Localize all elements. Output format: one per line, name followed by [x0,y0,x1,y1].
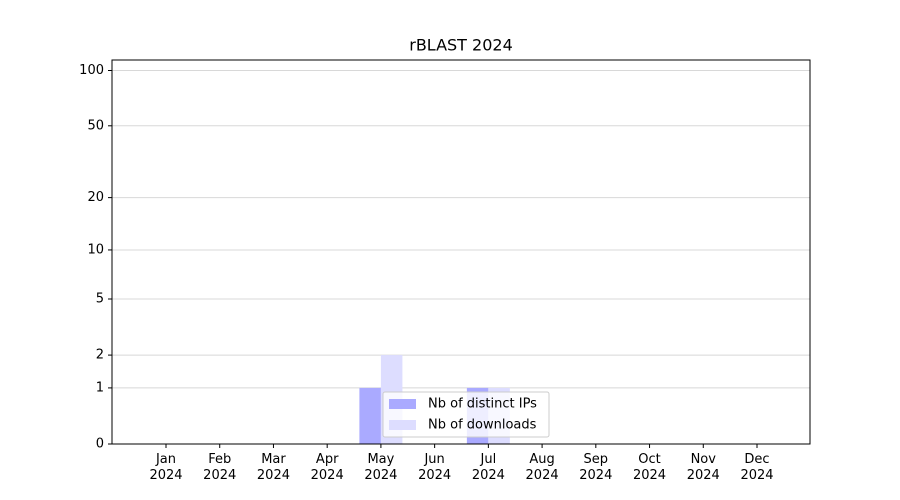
y-tick-label: 1 [96,380,104,395]
x-tick-label-box: Apr 2024 [310,452,344,483]
y-tick-label: 10 [87,242,104,257]
y-tick-label: 5 [96,291,104,306]
x-tick-label-box: Jul 2024 [471,452,505,483]
x-tick-label-box: Dec 2024 [740,452,774,483]
x-tick-label-box: Mar 2024 [256,452,290,483]
x-tick-label: Jul 2024 [471,452,505,483]
bar [359,387,381,444]
chart-title: rBLAST 2024 [409,36,513,55]
x-tick-label-box: Jun 2024 [418,452,452,483]
x-tick-label-box: Aug 2024 [525,452,559,483]
x-tick-label-box: Jan 2024 [149,452,183,483]
x-tick-label: Oct 2024 [632,452,667,483]
x-tick-label-box: Nov 2024 [686,452,720,483]
x-tick-label: Jan 2024 [149,452,183,483]
x-tick-label: Jun 2024 [418,452,452,483]
x-tick-label: Aug 2024 [525,452,559,483]
x-tick-label: May 2024 [364,452,398,483]
x-tick-label: Sep 2024 [579,452,613,483]
x-tick-label: Feb 2024 [203,452,237,483]
y-tick-label: 0 [96,437,104,452]
x-tick-label-box: Feb 2024 [203,452,237,483]
x-tick-label: Nov 2024 [686,452,720,483]
legend-swatch [389,399,416,409]
y-tick-label: 50 [87,118,104,133]
plot-frame [111,59,811,445]
x-tick-label: Apr 2024 [310,452,344,483]
x-tick-label: Dec 2024 [740,452,774,483]
x-tick-label: Mar 2024 [256,452,290,483]
y-tick-label: 100 [79,63,104,78]
legend-swatch [389,420,416,430]
legend-label: Nb of distinct IPs [428,397,537,412]
legend-label: Nb of downloads [428,418,537,433]
legend-box [382,391,550,438]
y-tick-label: 20 [87,190,104,205]
y-tick-label: 2 [96,348,104,363]
x-tick-label-box: Sep 2024 [579,452,613,483]
x-tick-label-box: May 2024 [364,452,398,483]
x-tick-label-box: Oct 2024 [632,452,667,483]
